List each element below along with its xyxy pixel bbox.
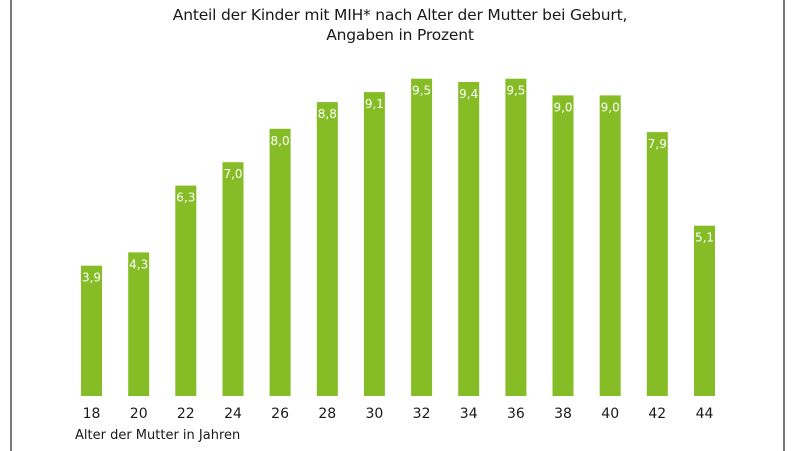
bar-value-label: 9,5 [506,84,525,98]
bar-18 [81,265,102,396]
bar-value-label: 7,9 [648,137,667,151]
x-tick-label: 28 [318,406,336,422]
x-tick-label: 24 [224,406,242,422]
bar-42 [646,132,668,396]
x-tick-label: 30 [365,406,383,422]
x-tick-label: 32 [413,406,431,422]
bar-40 [599,95,621,397]
bar-value-label: 6,3 [176,191,195,205]
bar-value-label: 9,0 [601,100,620,114]
bar-32 [411,78,433,396]
x-tick-label: 22 [177,406,195,422]
bar-30 [363,92,385,396]
bar-44 [694,225,715,396]
bar-28 [316,102,338,396]
bar-value-label: 4,3 [129,257,148,271]
x-tick-label: 20 [130,406,148,422]
chart-subtitle: Angaben in Prozent [326,26,474,44]
bar-value-label: 3,9 [82,271,101,285]
x-tick-label: 18 [83,406,101,422]
frame-border-right [783,0,785,451]
x-tick-label: 34 [460,406,478,422]
bar-value-label: 9,0 [553,100,572,114]
bar-value-label: 9,1 [365,97,384,111]
bar-38 [552,95,574,397]
bar-value-label: 7,0 [223,167,242,181]
x-axis-label: Alter der Mutter in Jahren [75,428,241,443]
x-tick-label: 44 [696,406,714,422]
bar-24 [222,162,244,396]
bar-26 [269,128,291,397]
bar-34 [458,82,480,396]
bar-value-label: 9,5 [412,84,431,98]
x-tick-label: 38 [554,406,572,422]
x-tick-label: 26 [271,406,289,422]
bar-value-label: 9,4 [459,87,478,101]
bar-22 [175,185,197,396]
bar-20 [128,252,150,396]
bar-value-label: 8,0 [271,134,290,148]
bar-36 [505,78,527,396]
x-tick-label: 36 [507,406,525,422]
x-tick-label: 42 [648,406,666,422]
x-tick-label: 40 [601,406,619,422]
bar-value-label: 8,8 [318,107,337,121]
bar-value-label: 5,1 [695,231,714,245]
chart-title: Anteil der Kinder mit MIH* nach Alter de… [172,6,628,24]
frame-border-left [10,0,12,451]
